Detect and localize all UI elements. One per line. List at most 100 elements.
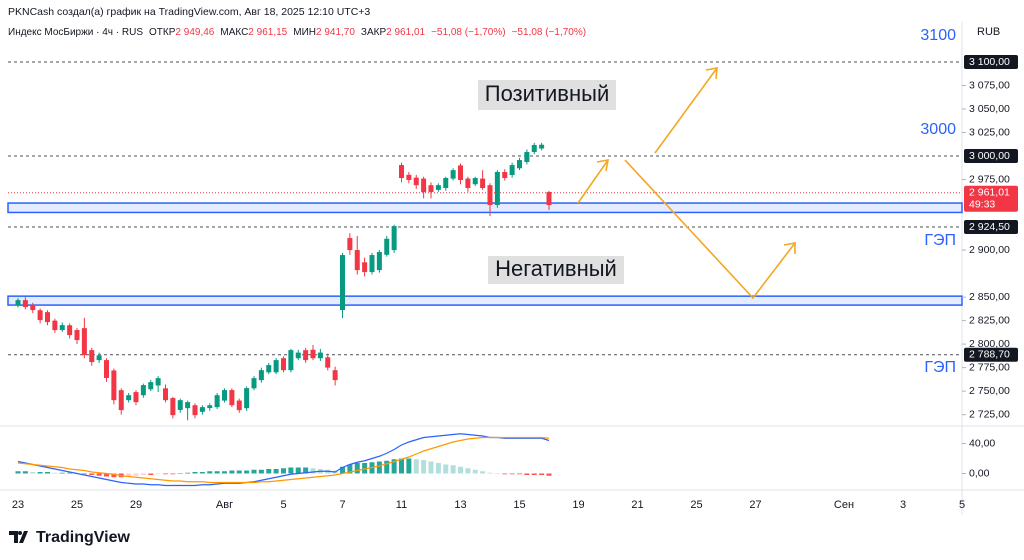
histogram-bar	[251, 469, 257, 474]
histogram-bar	[539, 473, 545, 475]
candle-body	[347, 238, 353, 251]
candle-body	[244, 388, 250, 409]
candle-body	[236, 400, 242, 411]
candle-body	[15, 300, 21, 306]
histogram-bar	[59, 472, 65, 474]
x-tick-label: 19	[572, 499, 584, 511]
legend-value: 2 961,15	[248, 27, 287, 38]
histogram-bar	[494, 473, 500, 474]
x-tick-label: Сен	[834, 499, 854, 511]
candle-body	[310, 349, 316, 359]
y-tick-label: 2 825,00	[969, 314, 1010, 326]
candle-body	[104, 360, 109, 378]
histogram-bar	[340, 466, 345, 474]
histogram-bar	[126, 473, 132, 477]
candle-body	[214, 395, 220, 408]
histogram-bar	[266, 469, 272, 474]
histogram-bar	[140, 473, 146, 475]
x-tick-label: Авг	[216, 499, 233, 511]
x-tick-label: 7	[339, 499, 345, 511]
histogram-bar	[15, 471, 21, 474]
histogram-bar	[163, 473, 168, 475]
histogram-bar	[258, 469, 264, 474]
histogram-bar	[480, 471, 486, 474]
candle-body	[450, 170, 456, 179]
candle-body	[354, 250, 360, 271]
arrow	[654, 67, 718, 154]
x-tick-label: 13	[454, 499, 466, 511]
histogram-bar	[406, 458, 412, 474]
candle-body	[435, 185, 441, 190]
candle-body	[67, 325, 73, 336]
arrow	[624, 159, 796, 300]
brand-logo: TradingView	[9, 529, 131, 546]
annotation: ГЭП	[924, 359, 956, 376]
histogram-bar	[155, 473, 161, 475]
candle-body	[325, 357, 331, 368]
x-tick-label: 23	[12, 499, 24, 511]
candle-body	[22, 300, 28, 308]
candle-body	[288, 350, 294, 371]
annotation: Позитивный	[485, 81, 609, 106]
candle-body	[163, 388, 168, 401]
histogram-bar	[546, 473, 552, 476]
arrow-head	[783, 242, 796, 254]
histogram-bar	[509, 473, 515, 475]
scenario-arrows	[577, 67, 796, 300]
histogram-bar	[133, 473, 139, 476]
histogram-bar	[185, 472, 191, 474]
candle-body	[421, 178, 427, 193]
candle-body	[229, 390, 235, 406]
annotation: ГЭП	[924, 232, 956, 249]
currency: RUB	[977, 26, 1000, 38]
logo-icon	[9, 531, 28, 543]
y-tick-label: 2 900,00	[969, 244, 1010, 256]
candle-body	[126, 395, 132, 401]
candle-body	[81, 328, 87, 356]
y-tick-label: 3 050,00	[969, 103, 1010, 115]
level-tag	[964, 347, 1018, 362]
legend-label: ОТКР	[149, 27, 176, 38]
candle-body	[37, 310, 43, 321]
histogram-bar	[428, 461, 434, 474]
level-label: 2 924,50	[969, 221, 1010, 233]
brand-name: TradingView	[36, 529, 131, 546]
legend-value: 2 949,46	[175, 27, 214, 38]
histogram-bar	[37, 472, 43, 474]
x-tick-label: 29	[130, 499, 142, 511]
candle-body	[30, 305, 36, 311]
legend: Индекс МосБиржи · 4ч · RUS ОТКР2 949,46 МА…	[8, 27, 586, 38]
histogram-bar	[148, 473, 154, 475]
annotation: 3000	[920, 121, 956, 138]
histogram-bar	[347, 464, 353, 474]
level-tag	[964, 220, 1018, 235]
histogram-bar	[450, 465, 456, 474]
legend-label: МАКС	[220, 27, 248, 38]
candle-body	[118, 390, 124, 411]
candle-body	[295, 352, 301, 359]
candle-body	[52, 320, 58, 331]
histogram-bar	[531, 473, 537, 475]
histogram-bar	[244, 470, 250, 474]
annotation: Негативный	[495, 256, 617, 281]
arrow-head	[596, 159, 609, 172]
histogram-bar	[443, 464, 449, 474]
histogram-bar	[421, 460, 427, 474]
x-tick-label: 25	[690, 499, 702, 511]
indicator-line	[17, 433, 550, 487]
histogram-bar	[391, 459, 397, 474]
legend-label: ЗАКР	[361, 27, 387, 38]
x-tick-label: 11	[396, 499, 407, 511]
candle-body	[340, 255, 345, 311]
histogram-bar	[362, 463, 368, 474]
arrow	[577, 159, 609, 204]
histogram-bar	[399, 458, 404, 474]
histogram-bar	[435, 463, 441, 474]
level-label: 3 100,00	[969, 56, 1010, 68]
histogram-bar	[236, 470, 242, 474]
histogram-bar	[229, 470, 235, 474]
candle-body	[96, 355, 102, 361]
y-tick-label: 0,00	[969, 467, 990, 479]
candle-body	[266, 365, 272, 373]
candle-body	[539, 144, 545, 149]
